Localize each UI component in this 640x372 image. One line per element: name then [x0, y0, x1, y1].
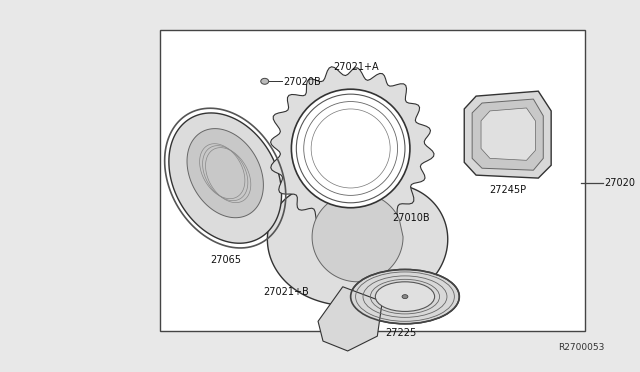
Text: 27021+A: 27021+A	[333, 61, 378, 71]
Text: 27225: 27225	[385, 328, 417, 338]
Ellipse shape	[351, 269, 460, 324]
Polygon shape	[312, 193, 403, 282]
Polygon shape	[268, 184, 448, 307]
Text: 27245P: 27245P	[489, 185, 526, 195]
Text: 27020: 27020	[605, 178, 636, 188]
Text: 27020B: 27020B	[284, 77, 321, 87]
Text: 27065: 27065	[211, 255, 241, 265]
Polygon shape	[472, 99, 543, 170]
Ellipse shape	[260, 78, 269, 84]
Polygon shape	[318, 287, 382, 351]
Ellipse shape	[291, 89, 410, 208]
Text: 27010B: 27010B	[392, 213, 430, 223]
Bar	[160, 30, 585, 331]
Polygon shape	[481, 108, 536, 160]
Polygon shape	[187, 129, 264, 218]
Polygon shape	[271, 67, 434, 231]
Text: R2700053: R2700053	[558, 343, 604, 352]
Text: 27021+B: 27021+B	[264, 287, 310, 297]
Ellipse shape	[375, 282, 435, 311]
Ellipse shape	[402, 295, 408, 299]
Polygon shape	[464, 91, 551, 178]
Polygon shape	[169, 113, 282, 243]
